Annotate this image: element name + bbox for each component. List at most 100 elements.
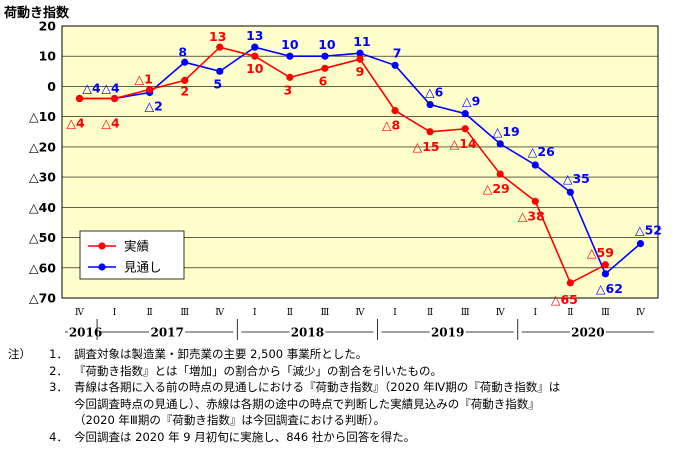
data-label: △4 (66, 116, 85, 131)
data-point (566, 188, 574, 196)
y-tick-label: △40 (29, 200, 56, 215)
data-point (566, 279, 574, 287)
data-label: △9 (462, 94, 480, 109)
note-text: 青線は各期に入る前の時点の見通しにおける『荷動き指数』（2020 年Ⅳ期の『荷動… (74, 380, 561, 394)
y-tick-label: 0 (47, 79, 56, 94)
note-number: 4． (49, 429, 68, 444)
legend-box (79, 230, 185, 280)
x-tick-label: Ⅳ (215, 308, 225, 318)
series-line-0 (79, 46, 606, 285)
x-tick-label: Ⅳ (636, 308, 646, 318)
data-label: △4 (101, 81, 120, 96)
data-point (286, 73, 294, 81)
chart: 20 10 0 △10 △20 △30 △40 △50 △60 △70 荷動き指数 Ⅳ Ⅰ Ⅱ Ⅲ Ⅳ Ⅰ Ⅱ… (3, 5, 662, 340)
x-tick-label: Ⅱ (147, 308, 153, 318)
data-label: △52 (635, 223, 662, 238)
note-item: 2． 『荷動き指数』とは「増加」の割合から「減少」の割合を引いたもの。 (8, 363, 696, 380)
y-axis: 20 10 0 △10 △20 △30 △40 △50 △60 △70 (29, 19, 56, 306)
note-prefix: 注） (8, 347, 31, 361)
note-number: 3． (49, 380, 68, 394)
data-point (75, 94, 84, 103)
y-tick-label: △10 (29, 109, 56, 124)
data-point (251, 43, 259, 51)
data-point (110, 94, 119, 103)
data-point (461, 110, 469, 118)
data-label: 5 (213, 76, 222, 91)
year-label: 2017 (150, 326, 183, 340)
x-tick-label: Ⅰ (253, 308, 257, 318)
note-text-continued: 今回調査時点の見通し）、赤線は各期の途中の時点で判断した実績見込みの『荷動き指数… (74, 396, 540, 411)
x-tick-label: Ⅱ (287, 308, 293, 318)
data-label: 9 (356, 64, 365, 79)
note-text: 『荷動き指数』とは「増加」の割合から「減少」の割合を引いたもの。 (74, 363, 442, 378)
data-label: 13 (246, 28, 263, 43)
note-prefix (8, 363, 34, 380)
data-point (496, 140, 504, 148)
x-tick-label: Ⅲ (180, 308, 189, 318)
data-point (321, 52, 329, 60)
year-label: 2016 (69, 326, 102, 340)
x-tick-label: Ⅲ (321, 308, 330, 318)
data-point (286, 52, 294, 60)
data-label: △38 (518, 208, 545, 223)
x-axis: Ⅳ Ⅰ Ⅱ Ⅲ Ⅳ Ⅰ Ⅱ Ⅲ Ⅳ Ⅰ Ⅱ Ⅲ Ⅳ Ⅰ Ⅱ Ⅲ Ⅳ 2016 2017 2018 2019 2020 (65, 308, 654, 340)
note-text: 今回調査は 2020 年 9 月初旬に実施し、846 社から回答を得た。 (74, 429, 416, 444)
data-point (426, 128, 434, 136)
legend-swatch-marker (98, 263, 106, 271)
note-item: 注） 1． 調査対象は製造業・卸売業の主要 2,500 事業所とした。 (8, 346, 696, 363)
x-tick-label: Ⅱ (427, 308, 433, 318)
data-point (531, 197, 539, 205)
data-label: 7 (393, 45, 402, 60)
data-point (356, 49, 364, 57)
note-number: 1． (49, 347, 68, 361)
series-lines (75, 43, 645, 287)
data-point (251, 52, 259, 60)
data-point (426, 100, 434, 109)
y-tick-label: △50 (29, 230, 56, 245)
data-label: 13 (209, 29, 226, 44)
data-label: △59 (587, 245, 614, 260)
data-point (216, 43, 224, 51)
data-label: △26 (528, 144, 555, 159)
data-point (461, 125, 469, 133)
data-label: 2 (180, 83, 189, 98)
x-tick-label: Ⅳ (356, 308, 366, 318)
data-label: △8 (382, 118, 400, 133)
data-label: △62 (596, 281, 623, 296)
data-label: △29 (483, 181, 510, 196)
data-label: △2 (144, 98, 162, 113)
data-label: △35 (563, 171, 590, 186)
y-tick-label: △30 (29, 170, 56, 185)
year-label: 2019 (431, 326, 464, 340)
x-tick-label: Ⅰ (113, 308, 117, 318)
data-label: △15 (413, 139, 440, 154)
data-label: 3 (284, 82, 293, 97)
x-tick-label: Ⅲ (601, 308, 610, 318)
y-tick-label: △70 (29, 291, 56, 306)
data-point (636, 240, 645, 248)
x-tick-label: Ⅳ (496, 308, 506, 318)
data-point (356, 55, 364, 63)
data-point (321, 64, 329, 72)
data-label: △65 (551, 292, 578, 307)
data-label: △4 (101, 116, 120, 131)
data-label: △1 (134, 71, 152, 86)
data-label: 11 (353, 34, 370, 49)
note-text-continued: （2020 年Ⅲ期の『荷動き指数』は今回調査における判断）。 (74, 413, 386, 427)
x-tick-label: Ⅰ (534, 308, 538, 318)
data-point (601, 270, 610, 278)
note-prefix (8, 429, 34, 446)
data-label: △6 (425, 85, 444, 100)
footnotes: 注） 1． 調査対象は製造業・卸売業の主要 2,500 事業所とした。 2． 『荷動き指… (8, 346, 696, 445)
y-tick-label: △20 (29, 139, 56, 154)
data-point (531, 161, 539, 169)
data-point (391, 107, 399, 115)
note-item: 4． 今回調査は 2020 年 9 月初旬に実施し、846 社から回答を得た。 (8, 429, 696, 446)
note-prefix (8, 379, 34, 396)
data-label: △14 (450, 136, 477, 151)
data-label: △19 (493, 124, 520, 139)
year-label: 2018 (291, 326, 324, 340)
data-label: △4 (82, 81, 101, 96)
